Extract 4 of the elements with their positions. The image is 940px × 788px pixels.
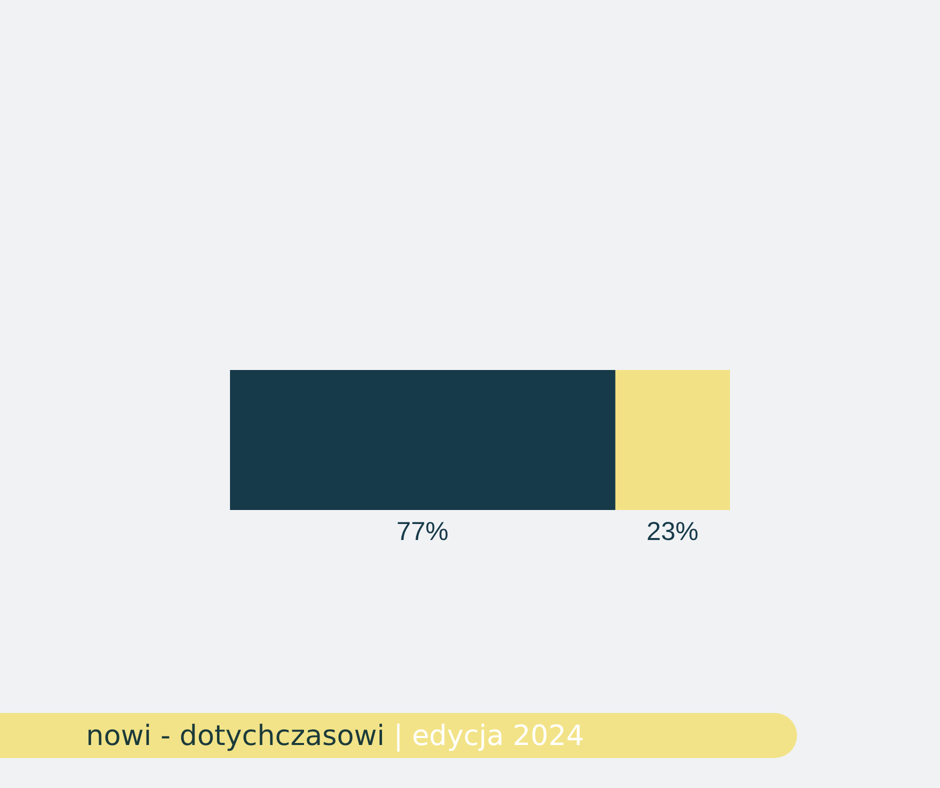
text: | edycja 2024 xyxy=(394,719,584,752)
data-label: 23% xyxy=(646,516,699,546)
data-label: 77% xyxy=(396,516,449,546)
text: nowi - dotychczasowi xyxy=(86,719,385,752)
